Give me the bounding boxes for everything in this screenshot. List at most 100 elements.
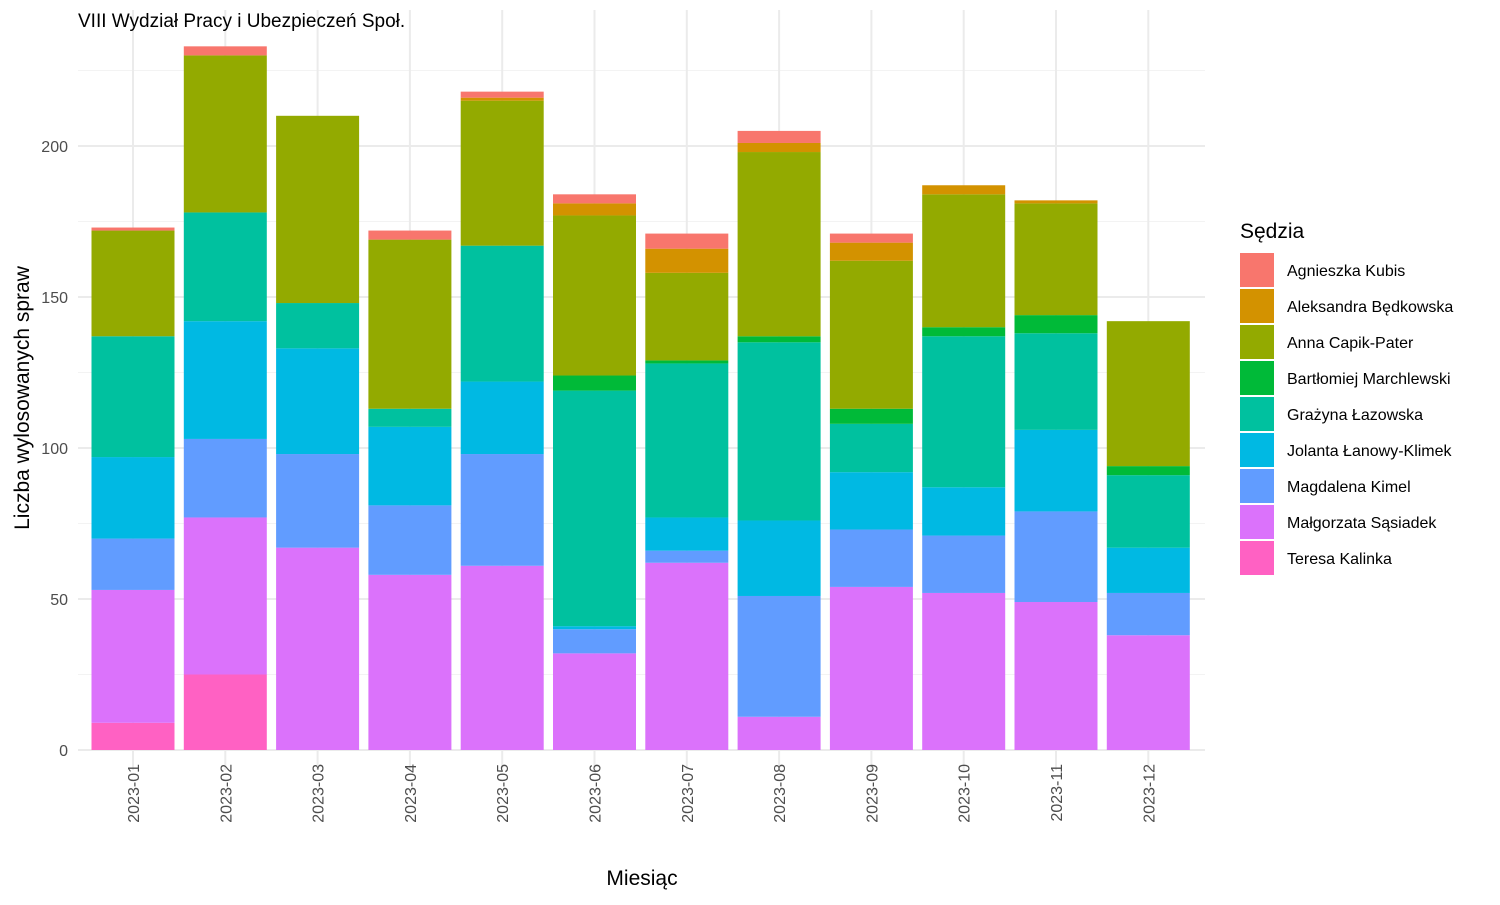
x-tick-label: 2023-10 xyxy=(957,764,974,823)
bar-segment xyxy=(460,245,544,382)
legend-label: Agnieszka Kubis xyxy=(1287,263,1405,280)
bar-segment xyxy=(737,336,821,343)
legend-title: Sędzia xyxy=(1240,220,1305,243)
y-tick-label: 100 xyxy=(41,441,68,458)
bar-segment xyxy=(645,363,729,518)
x-tick-label: 2023-01 xyxy=(126,764,143,823)
x-tick-label: 2023-03 xyxy=(311,764,328,823)
legend-label: Jolanta Łanowy-Klimek xyxy=(1287,443,1453,460)
bar-segment xyxy=(368,408,452,427)
bar-segment xyxy=(1106,635,1190,750)
bar-segment xyxy=(183,438,267,518)
bar-segment xyxy=(1014,315,1098,334)
bar-segment xyxy=(645,248,729,273)
bar-segment xyxy=(1106,475,1190,548)
bar-segment xyxy=(829,242,913,261)
bar-segment xyxy=(553,626,636,630)
bar-segment xyxy=(645,562,729,750)
legend-swatch xyxy=(1240,325,1274,359)
bar-segment xyxy=(368,426,452,506)
legend-label: Aleksandra Będkowska xyxy=(1287,299,1453,316)
bar-segment xyxy=(1014,203,1098,316)
bar-segment xyxy=(183,674,267,750)
y-axis: 0 50 100 150 200 xyxy=(41,139,68,760)
bar-segment xyxy=(645,272,729,361)
bar-segment xyxy=(737,142,821,153)
bar-segment xyxy=(276,115,360,304)
bar-segment xyxy=(1106,592,1190,636)
legend-swatch xyxy=(1240,505,1274,539)
bar-segment xyxy=(922,336,1006,488)
bar-segment xyxy=(460,454,544,566)
bar-segment xyxy=(829,529,913,587)
bar-segment xyxy=(645,360,729,364)
bar-segment xyxy=(460,97,544,101)
legend-swatch xyxy=(1240,433,1274,467)
bar-segment xyxy=(922,535,1006,593)
bar-segment xyxy=(91,230,175,337)
bar-segment xyxy=(1106,321,1190,467)
bar-segment xyxy=(553,194,636,204)
bar-segment xyxy=(460,91,544,98)
x-axis-label: Miesiąc xyxy=(606,867,677,890)
legend: Sędzia Agnieszka Kubis Aleksandra Będkows… xyxy=(1240,220,1453,575)
bar-segment xyxy=(829,472,913,530)
bar-segment xyxy=(553,653,636,750)
bar-segment xyxy=(922,194,1006,328)
legend-swatch xyxy=(1240,289,1274,323)
bar-segment xyxy=(553,390,636,627)
bar-segment xyxy=(460,565,544,750)
bar-segment xyxy=(460,100,544,246)
bar-segment xyxy=(183,46,267,56)
x-tick-label: 2023-11 xyxy=(1049,764,1066,822)
y-tick-label: 200 xyxy=(41,139,68,156)
bar-segment xyxy=(276,303,360,349)
x-tick-label: 2023-08 xyxy=(772,764,789,823)
bar-segment xyxy=(91,227,175,231)
bar-segment xyxy=(460,381,544,455)
bar-segment xyxy=(183,212,267,322)
bar-segment xyxy=(645,517,729,551)
bar-segment xyxy=(368,574,452,750)
y-tick-label: 150 xyxy=(41,290,68,307)
legend-swatch xyxy=(1240,253,1274,287)
bar-segment xyxy=(368,505,452,575)
bar-segment xyxy=(737,716,821,750)
bar-segment xyxy=(1014,429,1098,512)
bar-segment xyxy=(737,520,821,596)
bar-segment xyxy=(183,55,267,213)
x-tick-label: 2023-02 xyxy=(218,764,235,823)
bar-segment xyxy=(1014,511,1098,603)
bar-segment xyxy=(91,538,175,590)
bar-segment xyxy=(829,423,913,473)
bar-segment xyxy=(276,547,360,750)
bar-segment xyxy=(553,629,636,654)
bar-segment xyxy=(737,342,821,521)
legend-swatch xyxy=(1240,469,1274,503)
bar-segment xyxy=(645,233,729,249)
bar-segment xyxy=(829,586,913,750)
bar-segment xyxy=(91,589,175,723)
x-tick-label: 2023-12 xyxy=(1141,764,1158,823)
x-tick-label: 2023-07 xyxy=(680,764,697,823)
bar-segment xyxy=(276,454,360,548)
bar-segment xyxy=(91,336,175,458)
bar-segment xyxy=(1014,602,1098,750)
y-axis-label: Liczba wylosowanych spraw xyxy=(11,265,34,530)
bar-segment xyxy=(91,457,175,539)
legend-swatch xyxy=(1240,397,1274,431)
bars-layer xyxy=(91,46,1190,750)
bar-segment xyxy=(645,550,729,563)
bar-segment xyxy=(922,185,1006,195)
bar-segment xyxy=(1106,466,1190,476)
bar-segment xyxy=(737,152,821,337)
x-tick-label: 2023-09 xyxy=(864,764,881,823)
bar-segment xyxy=(276,348,360,455)
x-tick-label: 2023-04 xyxy=(403,764,420,823)
legend-swatch xyxy=(1240,361,1274,395)
chart-title: VIII Wydział Pracy i Ubezpieczeń Społ. xyxy=(78,11,405,32)
bar-segment xyxy=(368,230,452,240)
bar-segment xyxy=(829,408,913,424)
y-tick-label: 0 xyxy=(59,743,68,760)
